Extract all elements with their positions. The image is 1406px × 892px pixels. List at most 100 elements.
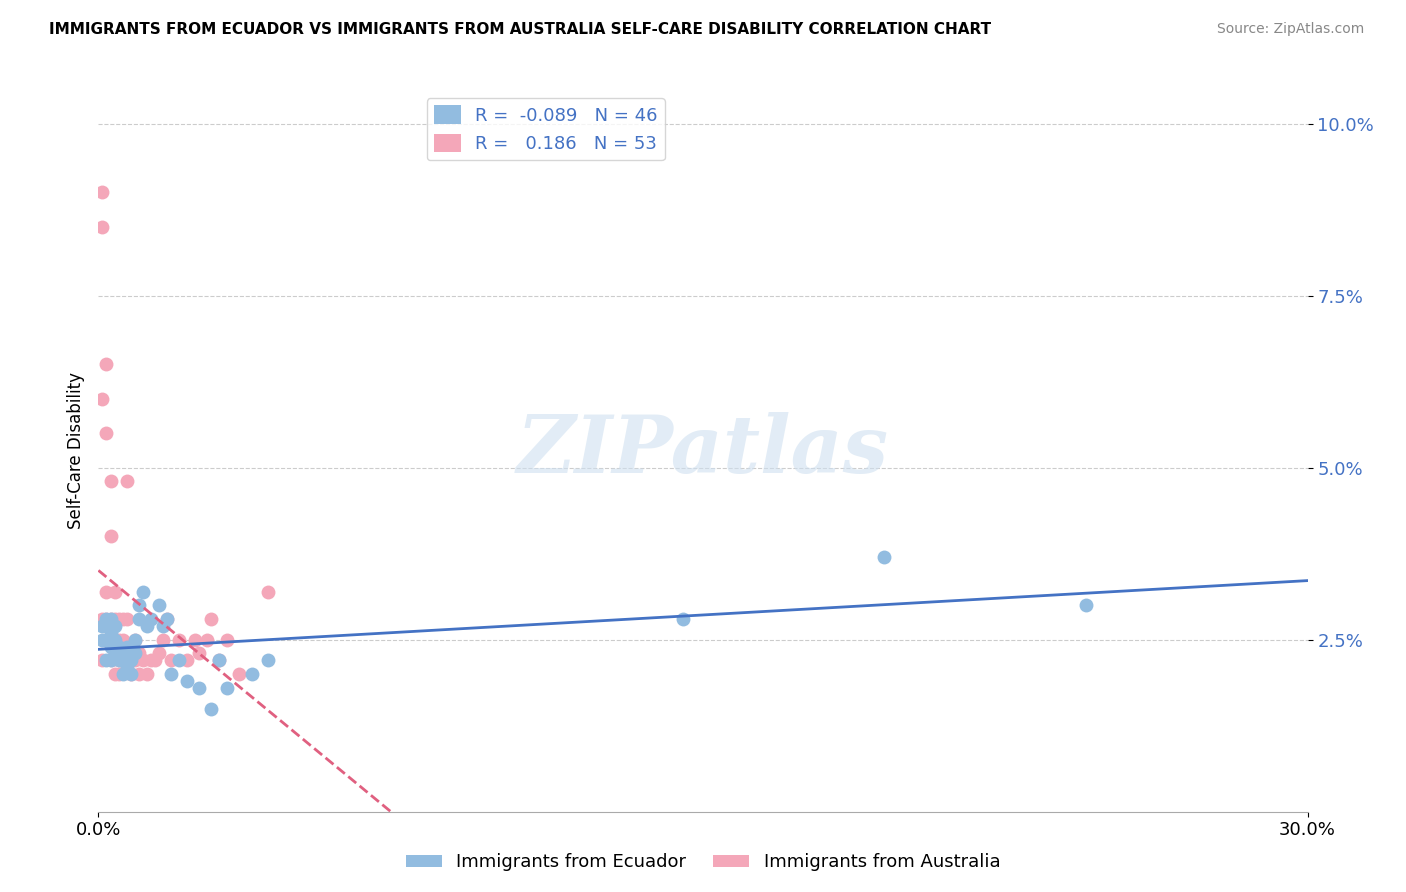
Point (176, 673, 198, 688)
Point (160, 653, 183, 667)
Point (148, 647, 170, 661)
Point (167, 653, 190, 667)
Point (156, 612, 179, 626)
Point (103, 640, 125, 654)
Point (111, 653, 134, 667)
Point (107, 667, 129, 681)
Point (100, 612, 122, 626)
Point (96, 632, 118, 647)
Point (256, 653, 278, 667)
Point (91, 186, 114, 200)
Point (152, 619, 174, 633)
Point (188, 647, 211, 661)
Point (91, 392, 114, 406)
Point (91, 612, 114, 626)
Point (91, 219, 114, 234)
Point (103, 584, 125, 599)
Point (100, 640, 122, 654)
Point (120, 667, 142, 681)
Y-axis label: Self-Care Disability: Self-Care Disability (66, 372, 84, 529)
Point (96, 584, 118, 599)
Point (107, 653, 129, 667)
Point (128, 667, 150, 681)
Point (115, 653, 138, 667)
Point (91, 619, 114, 633)
Legend: R =  -0.089   N = 46, R =   0.186   N = 53: R = -0.089 N = 46, R = 0.186 N = 53 (426, 98, 665, 161)
Point (132, 584, 155, 599)
Point (96, 653, 118, 667)
Point (240, 667, 263, 681)
Point (143, 653, 166, 667)
Text: IMMIGRANTS FROM ECUADOR VS IMMIGRANTS FROM AUSTRALIA SELF-CARE DISABILITY CORREL: IMMIGRANTS FROM ECUADOR VS IMMIGRANTS FR… (49, 22, 991, 37)
Point (107, 647, 129, 661)
Point (132, 653, 155, 667)
Point (103, 667, 125, 681)
Point (152, 632, 174, 647)
Text: ZIPatlas: ZIPatlas (517, 412, 889, 489)
Point (100, 653, 122, 667)
Point (115, 475, 138, 489)
Point (120, 653, 142, 667)
Point (111, 647, 134, 661)
Point (100, 625, 122, 640)
Point (91, 653, 114, 667)
Point (100, 529, 122, 543)
Point (160, 667, 183, 681)
Point (111, 632, 134, 647)
Point (103, 647, 125, 661)
Point (91, 632, 114, 647)
Point (195, 632, 218, 647)
Point (107, 632, 129, 647)
Point (100, 612, 122, 626)
Point (176, 653, 198, 667)
Point (103, 632, 125, 647)
Point (672, 612, 695, 626)
Point (873, 550, 896, 565)
Point (107, 612, 129, 626)
Point (208, 653, 231, 667)
Point (111, 667, 134, 681)
Point (228, 667, 250, 681)
Point (115, 640, 138, 654)
Point (107, 653, 129, 667)
Point (96, 632, 118, 647)
Point (200, 612, 222, 626)
Point (139, 612, 162, 626)
Point (100, 632, 122, 647)
Point (124, 632, 146, 647)
Point (111, 612, 134, 626)
Point (139, 653, 162, 667)
Point (103, 612, 125, 626)
Point (1074, 599, 1097, 613)
Point (128, 612, 150, 626)
Point (156, 612, 179, 626)
Point (217, 632, 239, 647)
Point (135, 667, 157, 681)
Point (120, 647, 142, 661)
Point (115, 612, 138, 626)
Text: Source: ZipAtlas.com: Source: ZipAtlas.com (1216, 22, 1364, 37)
Point (217, 681, 239, 695)
Point (96, 358, 118, 372)
Point (148, 599, 170, 613)
Point (107, 640, 129, 654)
Point (111, 653, 134, 667)
Point (100, 632, 122, 647)
Point (200, 701, 222, 715)
Point (120, 667, 142, 681)
Point (208, 653, 231, 667)
Point (256, 584, 278, 599)
Legend: Immigrants from Ecuador, Immigrants from Australia: Immigrants from Ecuador, Immigrants from… (398, 847, 1008, 879)
Point (167, 632, 190, 647)
Point (184, 632, 207, 647)
Point (100, 653, 122, 667)
Point (128, 599, 150, 613)
Point (96, 612, 118, 626)
Point (96, 612, 118, 626)
Point (96, 426, 118, 441)
Point (124, 653, 146, 667)
Point (128, 647, 150, 661)
Point (188, 681, 211, 695)
Point (124, 647, 146, 661)
Point (124, 632, 146, 647)
